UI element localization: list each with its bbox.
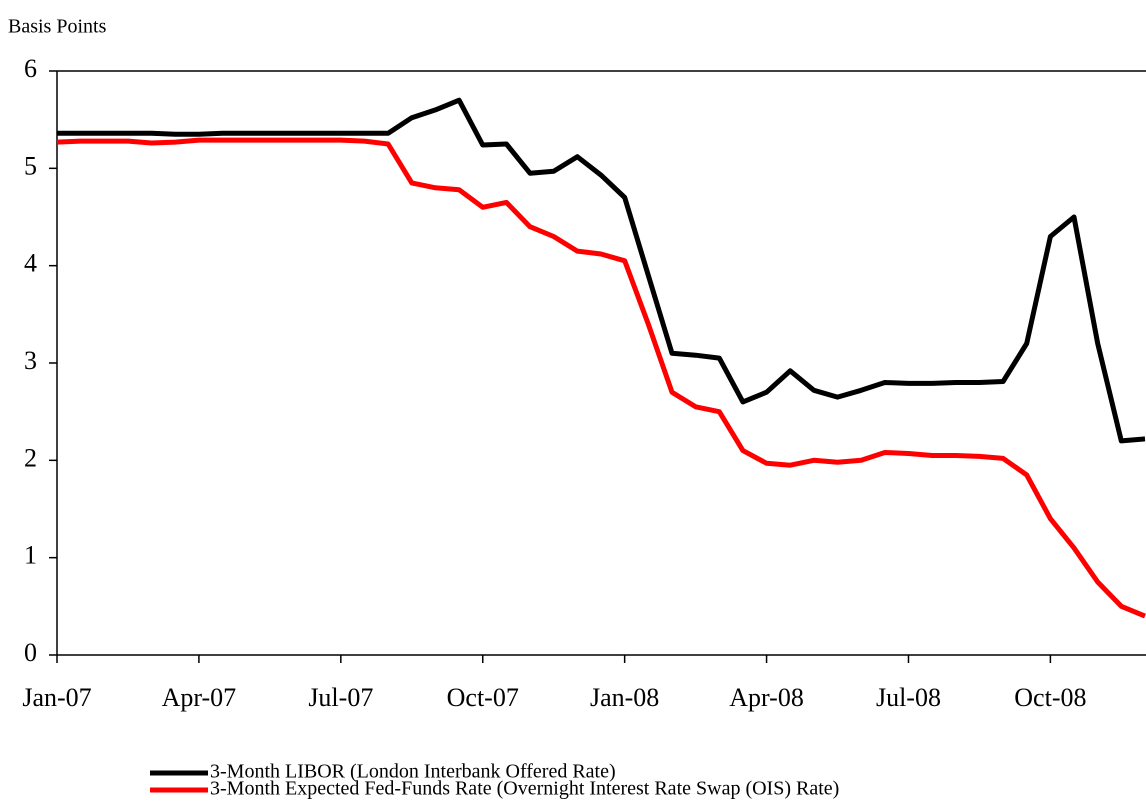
y-tick-label: 1 <box>24 541 37 570</box>
y-tick-label: 5 <box>24 151 37 180</box>
x-tick-label: Jul-07 <box>308 683 373 712</box>
x-tick-label: Jul-08 <box>876 683 941 712</box>
x-tick-label: Apr-08 <box>729 683 804 712</box>
y-axis-label: Basis Points <box>8 16 107 38</box>
x-tick-label: Oct-08 <box>1014 683 1086 712</box>
y-tick-label: 4 <box>24 249 37 278</box>
y-tick-label: 0 <box>24 638 37 667</box>
y-tick-label: 2 <box>24 443 37 472</box>
series-line <box>57 97 1146 444</box>
x-tick-label: Jan-08 <box>590 683 659 712</box>
y-tick-label: 6 <box>24 54 37 83</box>
legend-label: 3-Month Expected Fed-Funds Rate (Overnig… <box>210 778 839 800</box>
legend-label: 3-Month LIBOR (London Interbank Offered … <box>210 761 616 783</box>
y-tick-label: 3 <box>24 346 37 375</box>
x-tick-label: Oct-07 <box>447 683 519 712</box>
series-line <box>56 137 1146 619</box>
x-tick-label: Apr-07 <box>162 683 237 712</box>
x-tick-label: Jan-07 <box>22 683 91 712</box>
